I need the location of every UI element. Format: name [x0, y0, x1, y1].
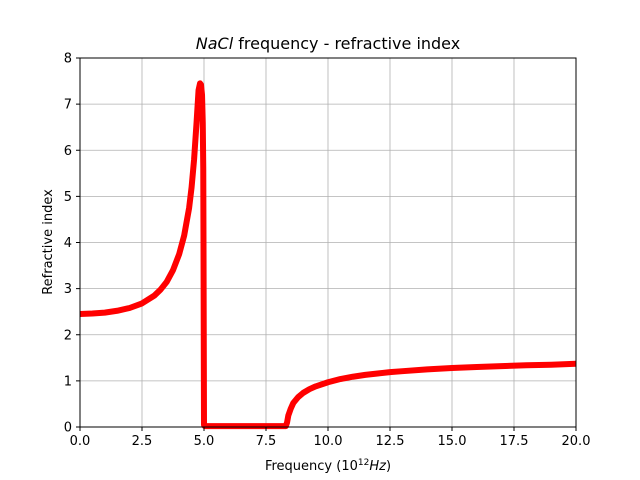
chart-title-rest: frequency - refractive index: [233, 34, 460, 53]
y-tick-label: 1: [64, 374, 72, 389]
y-tick-label: 3: [64, 282, 72, 297]
x-tick-label: 10.0: [314, 434, 343, 449]
x-tick-label: 17.5: [500, 434, 529, 449]
x-axis-label-unit: Hz: [369, 459, 387, 474]
refractive-index-series-line: [79, 80, 577, 430]
x-tick-label: 20.0: [562, 434, 591, 449]
tick-layer: 0.0 2.5 5.0 7.5 10.0 12.5 15.0 17.5 20.0 0 1 2 3 4 5 6 7…: [64, 52, 591, 450]
chart-title-italic: NaCl: [196, 34, 234, 53]
y-tick-label: 8: [64, 52, 72, 67]
x-tick-label: 12.5: [376, 434, 405, 449]
x-tick-label: 7.5: [256, 434, 277, 449]
x-tick-label: 15.0: [438, 434, 467, 449]
y-tick-label: 7: [64, 98, 72, 113]
y-tick-label: 2: [64, 328, 72, 343]
x-tick-label: 0.0: [70, 434, 91, 449]
series-layer: [79, 80, 577, 430]
x-axis-label-suffix: ): [386, 459, 391, 474]
y-tick-label: 5: [64, 190, 72, 205]
x-axis-label: Frequency (1012Hz): [265, 458, 391, 474]
chart-title: NaCl frequency - refractive index: [196, 34, 460, 53]
y-tick-label: 4: [64, 236, 72, 251]
y-axis-label: Refractive index: [41, 189, 56, 295]
x-tick-label: 5.0: [194, 434, 215, 449]
x-axis-label-prefix: Frequency (10: [265, 459, 358, 474]
x-axis-label-exponent: 12: [358, 458, 369, 468]
y-tick-label: 6: [64, 144, 72, 159]
y-tick-label: 0: [64, 421, 72, 436]
x-tick-label: 2.5: [132, 434, 153, 449]
